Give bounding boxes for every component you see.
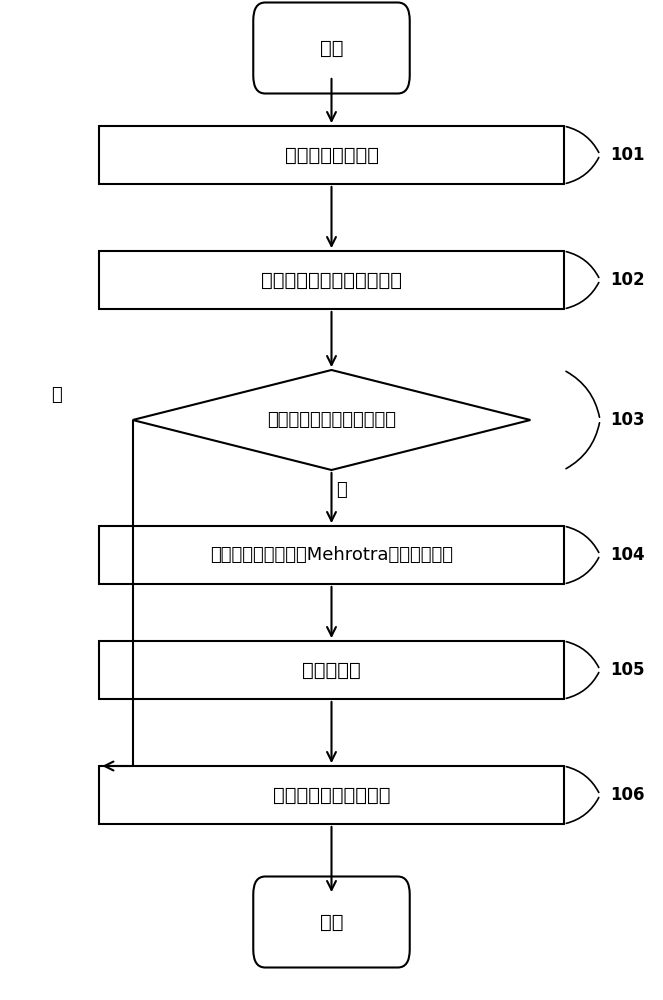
Text: 105: 105	[610, 661, 644, 679]
Text: 结束: 结束	[320, 912, 343, 932]
Text: 进行后处理: 进行后处理	[302, 660, 361, 680]
Text: 对二次规划问题进行Mehrotra预测修正迭代: 对二次规划问题进行Mehrotra预测修正迭代	[210, 546, 453, 564]
Text: 开始: 开始	[320, 38, 343, 57]
Text: 102: 102	[610, 271, 644, 289]
Text: 103: 103	[610, 411, 644, 429]
Bar	[99, 251, 564, 309]
Text: 判断二次规划问题是否正常: 判断二次规划问题是否正常	[267, 411, 396, 429]
Text: 输入二次规划问题: 输入二次规划问题	[284, 145, 379, 164]
FancyBboxPatch shape	[253, 3, 410, 94]
Text: 输出二次规划问题的解: 输出二次规划问题的解	[272, 786, 391, 804]
Text: 对二次规划问题进行预求解: 对二次规划问题进行预求解	[261, 270, 402, 290]
Text: 101: 101	[610, 146, 644, 164]
Text: 104: 104	[610, 546, 644, 564]
Bar	[99, 526, 564, 584]
Bar	[99, 641, 564, 699]
FancyBboxPatch shape	[253, 876, 410, 968]
Polygon shape	[133, 370, 530, 470]
Bar	[99, 126, 564, 184]
Bar	[99, 766, 564, 824]
Text: 否: 否	[51, 386, 62, 404]
Text: 106: 106	[610, 786, 644, 804]
Text: 是: 是	[336, 481, 347, 499]
